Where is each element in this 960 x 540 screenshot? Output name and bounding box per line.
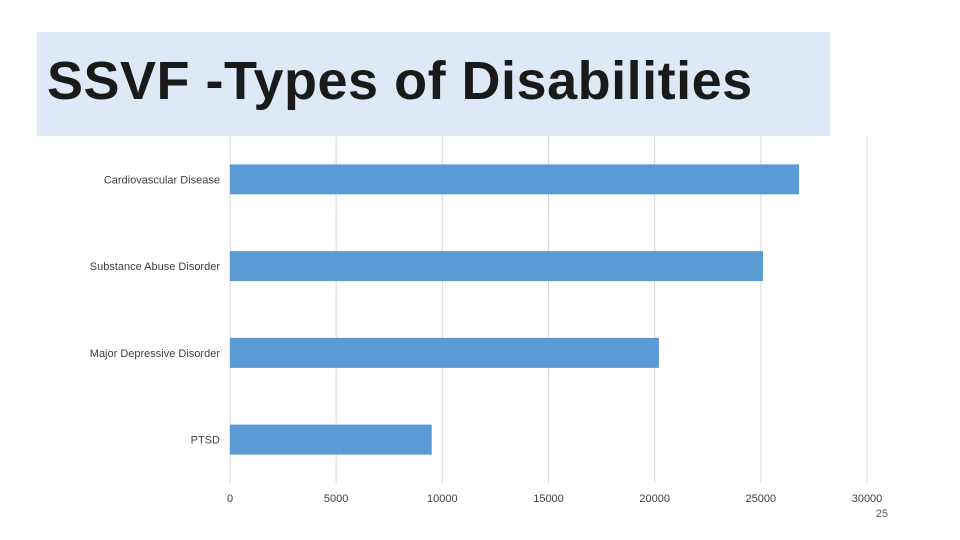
x-tick-label: 15000 <box>533 493 564 505</box>
x-tick-label: 25000 <box>746 493 777 505</box>
title-banner: SSVF -Types of Disabilities <box>37 32 830 136</box>
x-tick-label: 5000 <box>324 493 348 505</box>
x-tick-label: 20000 <box>639 493 670 505</box>
x-tick-label: 30000 <box>852 493 883 505</box>
category-label: Substance Abuse Disorder <box>90 261 221 273</box>
bar <box>230 424 432 455</box>
bar <box>230 251 763 282</box>
bar <box>230 164 800 195</box>
category-label: Major Depressive Disorder <box>90 348 221 360</box>
page-number: 25 <box>875 508 888 520</box>
x-tick-label: 10000 <box>427 493 458 505</box>
slide-title: SSVF -Types of Disabilities <box>47 51 753 111</box>
category-label: Cardiovascular Disease <box>104 174 220 186</box>
category-label: PTSD <box>191 435 220 447</box>
bar <box>230 337 659 368</box>
x-tick-label: 0 <box>227 493 233 505</box>
